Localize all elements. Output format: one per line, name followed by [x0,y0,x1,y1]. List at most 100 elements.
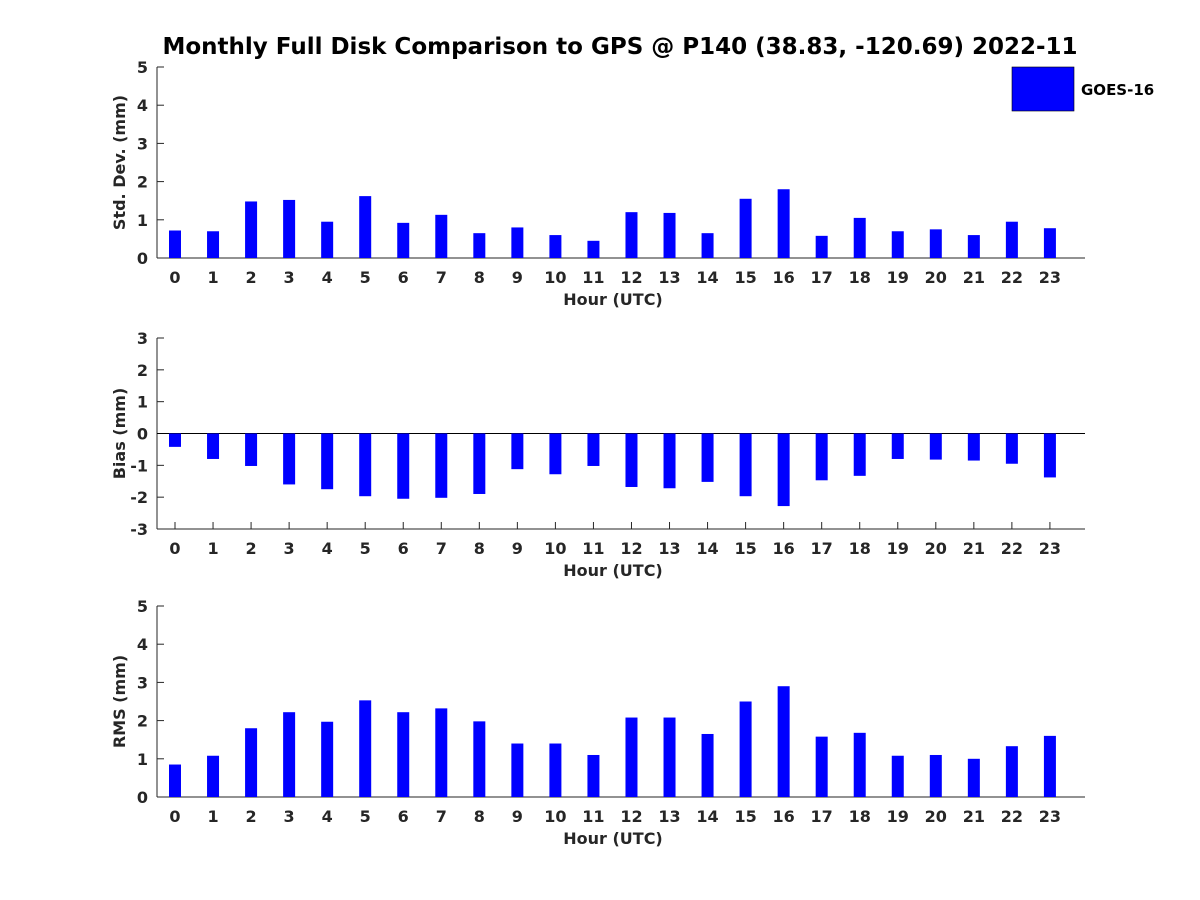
y-tick-label: 3 [137,134,148,153]
bar-rms-15 [739,701,752,797]
x-tick-label: 12 [620,807,642,826]
bar-std-dev-22 [1005,221,1018,258]
bar-std-dev-1 [207,231,220,258]
x-tick-label: 4 [322,807,333,826]
bar-rms-18 [853,732,866,797]
x-tick-label: 8 [474,807,485,826]
bar-rms-19 [891,755,904,797]
bar-std-dev-20 [929,229,942,258]
x-tick-label: 23 [1039,268,1061,287]
x-tick-label: 10 [544,539,566,558]
x-tick-label: 10 [544,268,566,287]
bar-bias-12 [625,433,638,487]
x-tick-label: 23 [1039,807,1061,826]
x-tick-label: 14 [696,268,718,287]
bar-bias-2 [245,433,258,466]
bar-bias-4 [321,433,334,490]
bar-bias-9 [511,433,524,470]
bar-std-dev-23 [1043,228,1056,258]
bar-std-dev-14 [701,233,714,258]
legend-swatch [1011,66,1075,112]
bar-bias-16 [777,433,790,507]
x-tick-label: 12 [620,268,642,287]
bar-std-dev-16 [777,189,790,258]
bar-rms-4 [321,721,334,797]
x-axis-label: Hour (UTC) [563,290,663,309]
x-tick-label: 4 [322,268,333,287]
bar-bias-21 [967,433,980,461]
y-tick-label: 3 [137,329,148,348]
bar-bias-23 [1043,433,1056,478]
y-axis-label: RMS (mm) [110,655,129,748]
x-tick-label: 9 [512,268,523,287]
x-tick-label: 15 [734,268,756,287]
x-tick-label: 7 [436,268,447,287]
y-tick-label: 1 [137,750,148,769]
bar-rms-13 [663,717,676,797]
bar-rms-12 [625,717,638,797]
x-tick-label: 19 [887,268,909,287]
x-tick-label: 5 [360,539,371,558]
bar-std-dev-6 [397,222,410,258]
bar-std-dev-5 [359,196,372,258]
bar-std-dev-10 [549,235,562,258]
y-tick-label: 0 [137,788,148,807]
x-tick-label: 0 [169,268,180,287]
x-tick-label: 18 [849,539,871,558]
x-tick-label: 19 [887,539,909,558]
x-tick-label: 6 [398,539,409,558]
figure-title: Monthly Full Disk Comparison to GPS @ P1… [162,34,1077,60]
bar-rms-5 [359,700,372,797]
x-tick-label: 7 [436,539,447,558]
bar-rms-11 [587,754,600,797]
bar-bias-7 [435,433,448,498]
x-tick-label: 11 [582,268,604,287]
x-tick-label: 13 [658,268,680,287]
bar-bias-0 [169,433,181,447]
bar-std-dev-8 [473,233,486,258]
x-tick-label: 5 [360,807,371,826]
bar-std-dev-17 [815,235,828,258]
x-tick-label: 0 [169,807,180,826]
y-tick-label: -3 [130,520,148,539]
x-tick-label: 16 [773,807,795,826]
bar-std-dev-11 [587,240,600,258]
bar-bias-6 [397,433,410,499]
bar-std-dev-18 [853,217,866,258]
bar-rms-20 [929,754,942,797]
y-tick-label: 3 [137,673,148,692]
x-tick-label: 11 [582,539,604,558]
x-tick-label: 6 [398,268,409,287]
x-axis-label: Hour (UTC) [563,829,663,848]
y-axis-label: Bias (mm) [110,388,129,480]
y-tick-label: 0 [137,249,148,268]
bar-std-dev-2 [245,201,258,258]
bar-bias-18 [853,433,866,476]
bar-bias-13 [663,433,676,489]
x-tick-label: 1 [207,268,218,287]
bar-rms-16 [777,686,790,797]
y-axis-label: Std. Dev. (mm) [110,95,129,230]
bar-rms-8 [473,721,486,797]
x-tick-label: 11 [582,807,604,826]
bar-std-dev-15 [739,198,752,258]
y-tick-label: -1 [130,456,148,475]
x-tick-label: 18 [849,807,871,826]
bar-std-dev-21 [967,235,980,258]
x-tick-label: 15 [734,807,756,826]
bar-std-dev-12 [625,212,638,258]
bar-bias-11 [587,433,600,466]
bar-bias-22 [1005,433,1018,464]
x-tick-label: 9 [512,539,523,558]
x-tick-label: 14 [696,539,718,558]
bar-rms-3 [283,712,296,797]
y-tick-label: 4 [137,96,148,115]
bar-bias-17 [815,433,828,481]
y-tick-label: 1 [137,393,148,412]
x-tick-label: 17 [811,539,833,558]
x-tick-label: 17 [811,268,833,287]
y-tick-label: 5 [137,58,148,77]
x-tick-label: 15 [734,539,756,558]
